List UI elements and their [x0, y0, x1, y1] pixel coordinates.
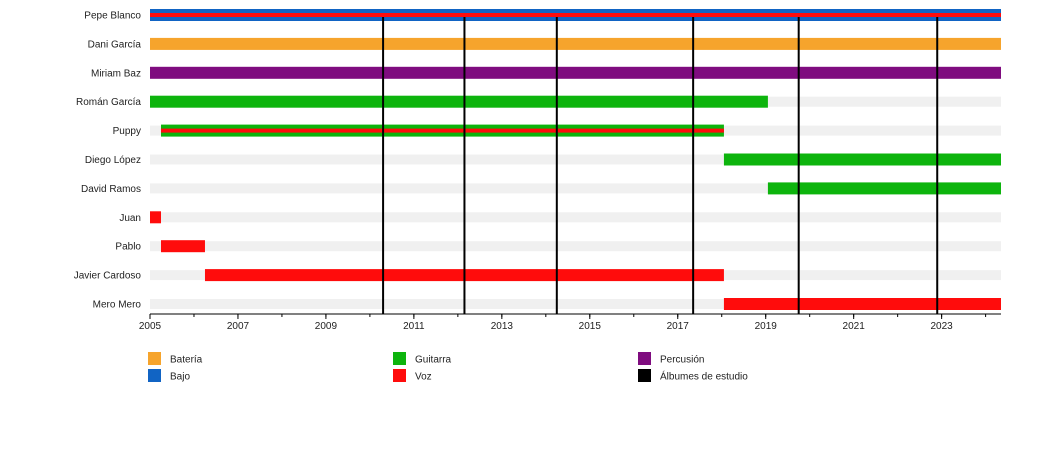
x-tick-label-2009: 2009 [315, 321, 338, 332]
legend-swatch-percusion [638, 352, 651, 365]
bar-mero-mero-voz [723, 298, 1001, 310]
member-label-miriam-baz: Miriam Baz [91, 68, 141, 79]
row-background-pablo [150, 241, 1001, 252]
bar-pablo-voz [160, 240, 205, 253]
x-tick-label-2023: 2023 [931, 321, 954, 332]
bar-juan-voz [150, 211, 161, 224]
bar-miriam-baz-percusion [150, 66, 1001, 79]
album-line-layer [382, 17, 939, 314]
bar-pepe-blanco-voz [150, 13, 1001, 17]
legend: Batería Guitarra Percusión Bajo Voz Álbumes d… [148, 352, 748, 383]
x-tick-label-2015: 2015 [579, 321, 602, 332]
member-label-mero-mero: Mero Mero [93, 300, 142, 311]
member-labels: Pepe Blanco Dani García Miriam Baz Román Ga… [74, 11, 142, 311]
member-label-javier-cardoso: Javier Cardoso [74, 271, 142, 282]
bar-roman-garcia-guitarra [150, 95, 768, 108]
member-label-puppy: Puppy [113, 126, 141, 137]
legend-swatch-albumes [638, 369, 651, 382]
row-background-david-ramos [150, 183, 1001, 194]
member-label-juan: Juan [119, 213, 141, 224]
legend-swatch-bateria [148, 352, 161, 365]
row-background-mero-mero [150, 299, 1001, 309]
x-tick-label-2017: 2017 [667, 321, 690, 332]
legend-swatch-voz [393, 369, 406, 382]
x-tick-label-2005: 2005 [139, 321, 162, 332]
legend-label-bateria: Batería [170, 355, 203, 366]
x-tick-label-2011: 2011 [403, 321, 425, 332]
member-label-dani-garcia: Dani García [88, 39, 142, 50]
member-label-pepe-blanco: Pepe Blanco [84, 11, 141, 22]
legend-swatch-guitarra [393, 352, 406, 365]
bar-dani-garcia-bateria [150, 37, 1001, 50]
legend-label-guitarra: Guitarra [415, 355, 452, 366]
member-label-david-ramos: David Ramos [81, 184, 141, 195]
legend-label-albumes: Álbumes de estudio [660, 370, 748, 383]
row-background-diego-lopez [150, 154, 1001, 165]
row-background-juan [150, 212, 1001, 223]
legend-label-bajo: Bajo [170, 372, 190, 383]
x-tick-label-2019: 2019 [755, 321, 778, 332]
x-tick-label-2021: 2021 [843, 321, 866, 332]
member-label-pablo: Pablo [115, 242, 141, 253]
bar-david-ramos-guitarra [767, 182, 1001, 195]
member-label-diego-lopez: Diego López [85, 155, 141, 166]
x-tick-label-2007: 2007 [227, 321, 250, 332]
legend-label-voz: Voz [415, 372, 432, 383]
x-axis: 2005 2007 2009 2011 2013 2015 2017 2019 2021 2023 [139, 313, 1001, 332]
legend-swatch-bajo [148, 369, 161, 382]
bar-diego-lopez-guitarra [723, 153, 1001, 166]
x-tick-label-2013: 2013 [491, 321, 514, 332]
legend-label-percusion: Percusión [660, 355, 704, 366]
bar-puppy-voz [160, 128, 724, 133]
member-label-roman-garcia: Román García [76, 97, 141, 108]
